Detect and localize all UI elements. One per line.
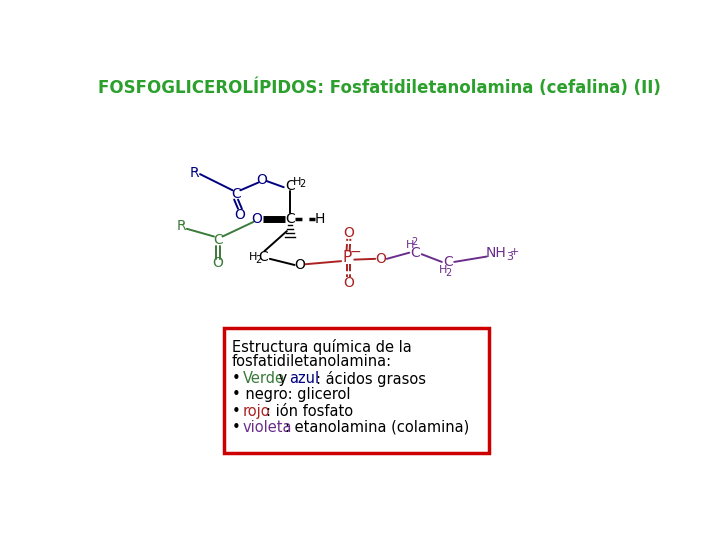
Text: 2: 2: [255, 255, 261, 265]
Text: C: C: [213, 233, 222, 247]
Text: O: O: [375, 252, 386, 266]
Text: C: C: [258, 251, 269, 264]
Text: •: •: [232, 403, 246, 418]
Text: fosfatidiletanolamina:: fosfatidiletanolamina:: [232, 354, 392, 369]
Text: +: +: [510, 247, 519, 257]
Text: • negro: glicerol: • negro: glicerol: [232, 387, 351, 402]
Text: 2: 2: [445, 268, 451, 278]
Text: H: H: [406, 240, 414, 250]
Text: : etanolamina (colamina): : etanolamina (colamina): [284, 420, 469, 435]
Text: O: O: [294, 258, 305, 272]
Text: C: C: [231, 187, 240, 201]
Text: P: P: [343, 250, 352, 265]
Text: O: O: [212, 256, 223, 271]
Text: O: O: [251, 212, 262, 226]
Text: R: R: [176, 219, 186, 233]
Text: : ión fosfato: : ión fosfato: [266, 403, 353, 418]
Text: H: H: [439, 265, 448, 275]
Text: R: R: [190, 166, 199, 180]
Text: •: •: [232, 372, 246, 386]
Text: 2: 2: [300, 179, 305, 189]
Text: O: O: [343, 226, 354, 240]
Text: NH: NH: [486, 246, 506, 260]
Text: O: O: [234, 208, 245, 222]
Text: azul: azul: [289, 372, 319, 386]
Text: C: C: [285, 179, 294, 193]
Text: Estructura química de la: Estructura química de la: [232, 339, 412, 355]
Text: 3: 3: [507, 252, 513, 261]
Text: : ácidos grasos: : ácidos grasos: [315, 372, 426, 387]
Text: C: C: [285, 212, 294, 226]
Text: H: H: [314, 212, 325, 226]
Text: H: H: [293, 177, 301, 187]
Text: O: O: [256, 173, 268, 187]
Text: −: −: [349, 245, 361, 259]
Text: violeta: violeta: [243, 420, 292, 435]
Text: •: •: [232, 420, 246, 435]
Text: 2: 2: [412, 237, 418, 247]
Text: H: H: [249, 252, 258, 262]
Text: y: y: [274, 372, 292, 386]
Text: O: O: [343, 276, 354, 289]
Text: rojo: rojo: [243, 403, 270, 418]
FancyBboxPatch shape: [224, 328, 489, 453]
Text: FOSFOGLICEROLÍPIDOS: Fosfatidiletanolamina (cefalina) (II): FOSFOGLICEROLÍPIDOS: Fosfatidiletanolami…: [98, 79, 661, 97]
Text: Verde: Verde: [243, 372, 284, 386]
Text: C: C: [410, 246, 420, 260]
Text: C: C: [444, 255, 453, 269]
